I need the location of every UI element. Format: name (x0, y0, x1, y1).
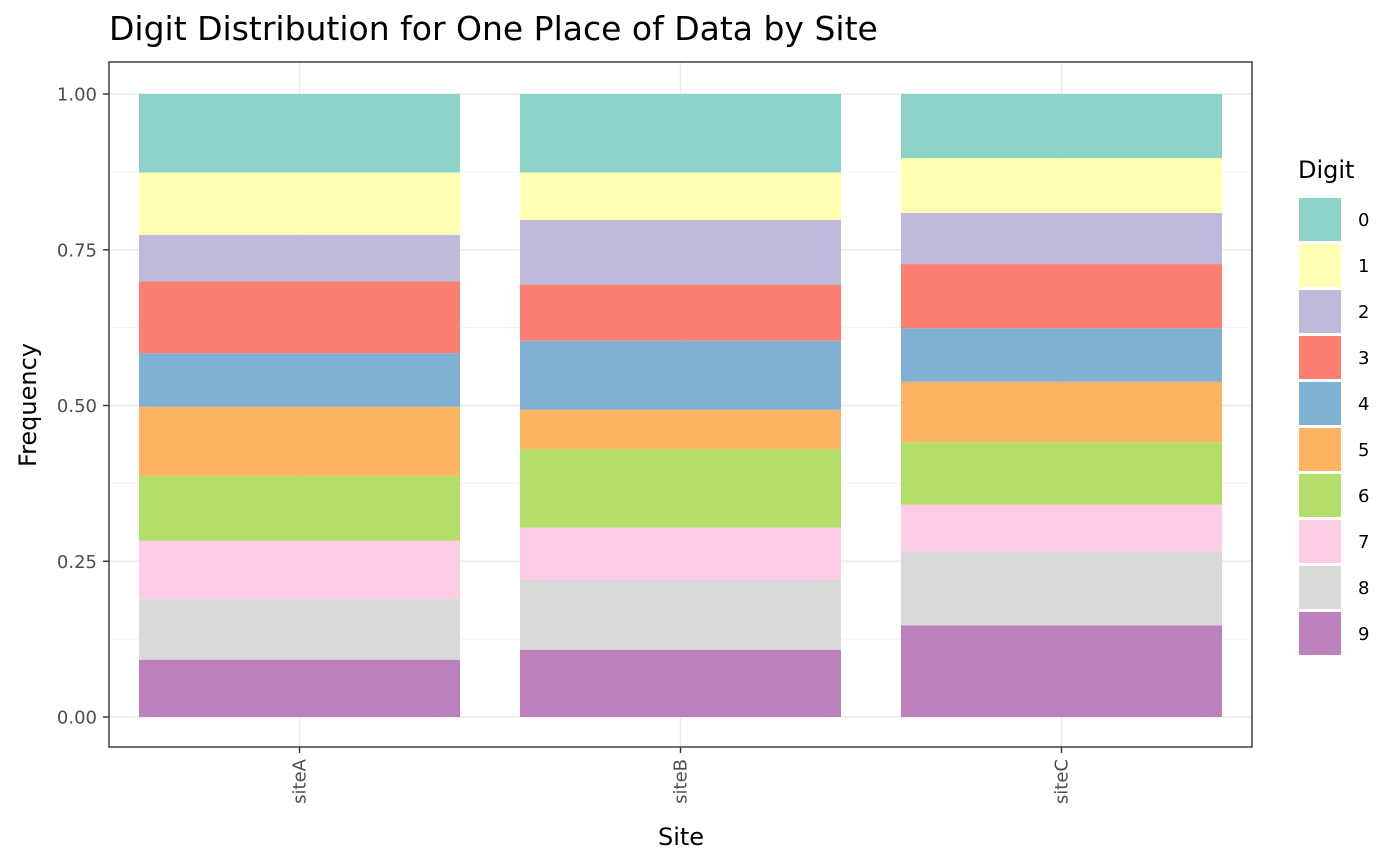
bar-segment-siteA-digit-7 (139, 540, 460, 599)
legend-label-digit-8: 8 (1358, 578, 1369, 599)
legend-label-digit-2: 2 (1358, 302, 1369, 323)
legend-label-digit-9: 9 (1358, 624, 1369, 645)
legend-label-digit-6: 6 (1358, 486, 1369, 507)
legend-key-digit-2 (1299, 290, 1341, 333)
bar-segment-siteB-digit-3 (520, 284, 841, 341)
y-tick-label: 0.25 (57, 552, 97, 573)
bar-segment-siteB-digit-5 (520, 409, 841, 450)
bar-segment-siteB-digit-0 (520, 94, 841, 173)
bar-segment-siteB-digit-6 (520, 449, 841, 528)
bar-segment-siteB-digit-4 (520, 340, 841, 410)
bar-segment-siteC-digit-0 (901, 94, 1222, 159)
bar-segment-siteB-digit-8 (520, 579, 841, 650)
legend-key-digit-7 (1299, 520, 1341, 563)
bar-segment-siteC-digit-5 (901, 381, 1222, 443)
x-tick-label-siteB: siteB (671, 759, 692, 804)
bar-segment-siteA-digit-1 (139, 172, 460, 235)
legend-key-digit-4 (1299, 382, 1341, 425)
chart-title: Digit Distribution for One Place of Data… (109, 9, 878, 48)
bar-segment-siteC-digit-1 (901, 158, 1222, 213)
legend-label-digit-3: 3 (1358, 348, 1369, 369)
legend-key-digit-5 (1299, 428, 1341, 471)
bar-segment-siteA-digit-8 (139, 598, 460, 660)
bar-segment-siteB-digit-7 (520, 527, 841, 580)
y-tick-label: 0.75 (57, 240, 97, 261)
legend-label-digit-5: 5 (1358, 440, 1369, 461)
legend-label-digit-1: 1 (1358, 256, 1369, 277)
x-tick-label-siteA: siteA (290, 758, 311, 804)
bar-segment-siteA-digit-9 (139, 659, 460, 717)
legend-key-digit-3 (1299, 336, 1341, 379)
legend: Digit 0 1 2 3 4 5 6 7 8 9 (1298, 156, 1369, 655)
legend-key-digit-6 (1299, 474, 1341, 517)
bar-segment-siteA-digit-4 (139, 353, 460, 407)
bar-segment-siteC-digit-8 (901, 551, 1222, 626)
legend-key-digit-0 (1299, 198, 1341, 241)
bar-segment-siteA-digit-0 (139, 94, 460, 173)
legend-label-digit-7: 7 (1358, 532, 1369, 553)
y-tick-label: 1.00 (57, 85, 97, 106)
bar-segment-siteA-digit-3 (139, 281, 460, 354)
bar-segment-siteC-digit-6 (901, 442, 1222, 505)
y-axis-title: Frequency (14, 343, 42, 467)
bar-segment-siteA-digit-6 (139, 475, 460, 541)
bar-segment-siteB-digit-1 (520, 172, 841, 220)
y-axis: 0.00 0.25 0.50 0.75 1.00 (57, 85, 109, 729)
bar-segment-siteA-digit-2 (139, 234, 460, 282)
y-tick-label: 0.00 (57, 708, 97, 729)
bars (139, 94, 1222, 717)
bar-segment-siteA-digit-5 (139, 406, 460, 476)
bar-segment-siteC-digit-3 (901, 264, 1222, 329)
legend-key-digit-1 (1299, 244, 1341, 287)
x-axis-title: Site (658, 823, 704, 851)
x-axis: siteA siteB siteC (290, 747, 1073, 804)
x-tick-label-siteC: siteC (1052, 759, 1073, 804)
bar-segment-siteB-digit-2 (520, 219, 841, 285)
legend-title: Digit (1298, 156, 1354, 184)
bar-segment-siteC-digit-7 (901, 504, 1222, 552)
bar-segment-siteC-digit-4 (901, 328, 1222, 382)
y-tick-label: 0.50 (57, 396, 97, 417)
bar-segment-siteC-digit-2 (901, 212, 1222, 265)
bar-segment-siteB-digit-9 (520, 649, 841, 717)
bar-segment-siteC-digit-9 (901, 625, 1222, 717)
legend-label-digit-4: 4 (1358, 394, 1369, 415)
legend-key-digit-8 (1299, 566, 1341, 609)
legend-key-digit-9 (1299, 612, 1341, 655)
legend-label-digit-0: 0 (1358, 210, 1369, 231)
